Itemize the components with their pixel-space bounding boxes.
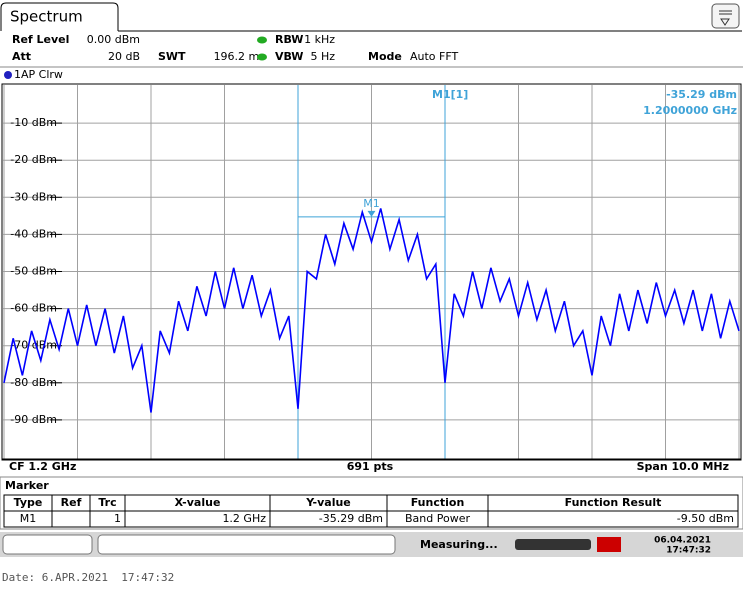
tab-title: Spectrum [10, 8, 83, 26]
led [257, 36, 267, 44]
status-time: 17:47:32 [666, 546, 711, 556]
column-header: Function Result [565, 496, 662, 509]
led [257, 53, 267, 61]
status-field[interactable] [2, 534, 93, 555]
setting-value: 20 dB [108, 50, 140, 63]
marker-panel [0, 476, 743, 530]
footnote: Date: 6.APR.2021 17:47:32 [2, 571, 174, 584]
marker [367, 210, 376, 217]
status-field[interactable] [97, 534, 396, 555]
table-title: Marker [5, 479, 49, 492]
trace-label: 1AP Clrw [14, 68, 63, 81]
column-header: Y-value [305, 496, 351, 509]
y-tick-label: -70 dBm [10, 339, 57, 352]
column-header: Trc [98, 496, 116, 509]
footer-right: Span 10.0 MHz [637, 460, 729, 473]
status-icon [597, 537, 621, 552]
marker-readout: M1[1] [432, 88, 468, 101]
setting-value: 5 Hz [310, 50, 335, 63]
setting-label: Mode [368, 50, 402, 63]
column-header: Type [14, 496, 43, 509]
y-tick-label: -50 dBm [10, 265, 57, 278]
setting-label: VBW [275, 50, 303, 63]
footer-left: CF 1.2 GHz [9, 460, 76, 473]
trace [3, 208, 740, 413]
table-cell: Band Power [405, 512, 470, 525]
y-tick-label: -30 dBm [10, 190, 57, 203]
table-cell: 1.2 GHz [222, 512, 266, 525]
y-tick-label: -90 dBm [10, 413, 57, 426]
setting-label: Att [12, 50, 31, 63]
table-cell: -35.29 dBm [319, 512, 383, 525]
y-tick-label: -40 dBm [10, 227, 57, 240]
footer-center: 691 pts [347, 460, 394, 473]
table-cell: M1 [20, 512, 37, 525]
setting-value: 196.2 ms [214, 50, 266, 63]
status-message: Measuring... [420, 538, 498, 551]
column-header: Function [411, 496, 465, 509]
progress-bar [515, 539, 591, 550]
setting-label: SWT [158, 50, 186, 63]
setting-value: Auto FFT [410, 50, 458, 63]
marker-readout: -35.29 dBm [666, 88, 737, 101]
marker-label: M1 [363, 197, 380, 210]
table-cell: 1 [114, 512, 121, 525]
menu-button[interactable] [711, 3, 740, 29]
y-tick-label: -80 dBm [10, 376, 57, 389]
column-header: Ref [61, 496, 82, 509]
tab[interactable] [0, 2, 119, 31]
y-tick-label: -20 dBm [10, 153, 57, 166]
trace-dot [4, 71, 12, 79]
y-tick-label: -10 dBm [10, 116, 57, 129]
setting-value: 0.00 dBm [87, 33, 140, 46]
setting-value: 1 kHz [304, 33, 335, 46]
status-date: 06.04.2021 [654, 536, 711, 546]
menu-icon [719, 10, 732, 26]
setting-label: Ref Level [12, 33, 69, 46]
marker-readout: 1.2000000 GHz [643, 104, 737, 117]
y-tick-label: -60 dBm [10, 302, 57, 315]
column-header: X-value [175, 496, 221, 509]
setting-label: RBW [275, 33, 303, 46]
table-cell: -9.50 dBm [677, 512, 734, 525]
